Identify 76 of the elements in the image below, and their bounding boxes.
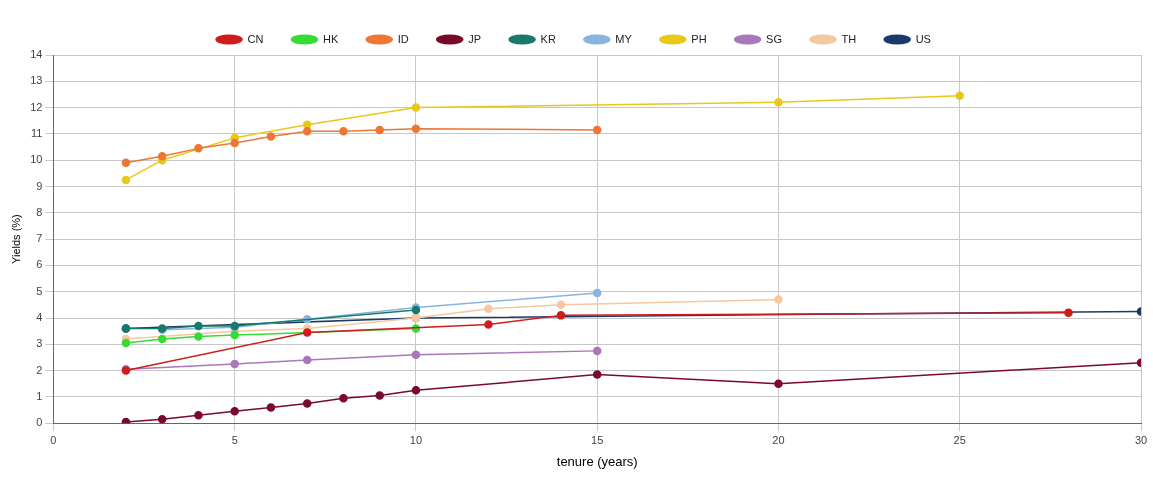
point <box>230 359 239 369</box>
point <box>194 144 203 153</box>
legend-label: US <box>915 32 931 45</box>
point <box>339 393 348 403</box>
point <box>592 346 602 356</box>
point <box>302 127 312 136</box>
y-axis-title: Yields (%) <box>9 214 22 264</box>
point <box>194 321 203 331</box>
point <box>302 355 312 365</box>
point <box>592 125 602 135</box>
point <box>157 415 167 424</box>
point <box>230 330 239 340</box>
legend-label: KR <box>540 32 556 45</box>
point <box>157 152 167 161</box>
point <box>955 91 964 101</box>
x-tick-label: 5 <box>231 433 238 446</box>
point <box>375 125 384 135</box>
point <box>157 334 167 344</box>
x-tick-label: 25 <box>953 433 966 446</box>
point <box>484 320 493 329</box>
point <box>556 300 566 310</box>
legend-label: CN <box>247 32 264 45</box>
point <box>774 295 783 304</box>
x-tick-label: 15 <box>591 433 604 446</box>
y-tick-label: 11 <box>31 126 43 139</box>
y-tick-label: 10 <box>30 153 43 166</box>
point <box>556 311 566 320</box>
point <box>266 132 276 141</box>
y-tick-label: 5 <box>36 284 43 297</box>
point <box>121 417 131 424</box>
point <box>302 328 312 337</box>
point <box>411 103 421 112</box>
x-tick-label: 10 <box>409 433 423 446</box>
point <box>121 338 131 348</box>
point <box>230 138 239 148</box>
y-tick-label: 8 <box>36 205 43 218</box>
y-tick-label: 9 <box>36 179 43 192</box>
x-tick-label: 30 <box>1134 433 1148 446</box>
y-tick-label: 13 <box>30 74 43 87</box>
y-tick-label: 6 <box>36 258 43 271</box>
x-tick-label: 20 <box>772 433 785 446</box>
legend-label: JP <box>468 32 482 45</box>
x-tick-label: 0 <box>50 433 57 446</box>
legend-label: HK <box>322 32 339 45</box>
x-axis-title: tenure (years) <box>556 453 638 469</box>
point <box>121 175 131 185</box>
point <box>302 399 312 408</box>
point <box>774 98 783 107</box>
y-tick-label: 1 <box>36 389 43 402</box>
point <box>592 288 602 298</box>
y-tick-label: 14 <box>30 48 43 61</box>
point <box>411 350 421 360</box>
legend-label: MY <box>615 32 633 45</box>
y-tick-label: 2 <box>36 363 43 376</box>
point <box>194 411 203 420</box>
point <box>266 403 276 412</box>
point <box>411 124 421 133</box>
point <box>194 332 203 341</box>
y-tick-label: 4 <box>36 311 43 324</box>
point <box>411 386 421 395</box>
point <box>1064 308 1073 317</box>
y-tick-label: 0 <box>36 416 43 429</box>
point <box>592 370 602 379</box>
legend-label: PH <box>691 32 707 45</box>
legend-label: TH <box>841 32 857 45</box>
y-tick-label: 12 <box>30 100 43 113</box>
legend-label: SG <box>766 32 783 45</box>
point <box>774 379 783 388</box>
point <box>484 304 493 314</box>
point <box>121 158 131 168</box>
y-tick-label: 7 <box>36 232 43 245</box>
legend-label: ID <box>397 32 409 45</box>
point <box>339 127 348 136</box>
point <box>230 407 239 416</box>
point <box>375 391 384 400</box>
y-tick-label: 3 <box>36 337 43 350</box>
